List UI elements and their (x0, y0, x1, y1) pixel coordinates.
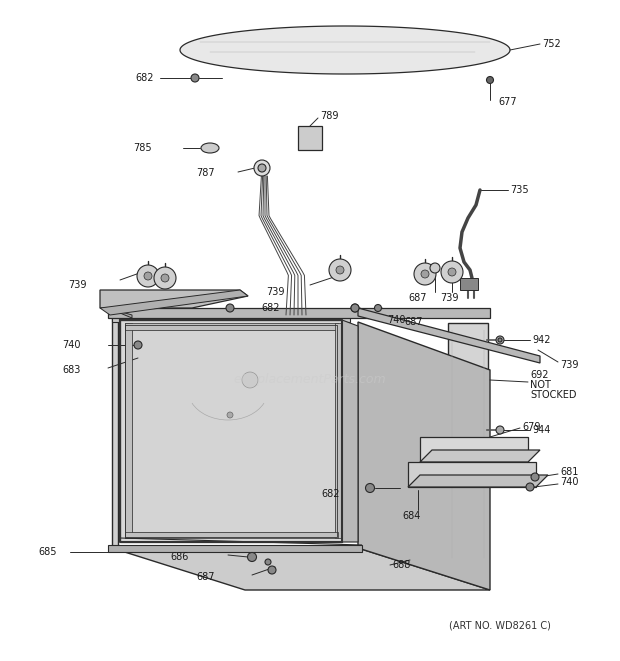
Text: 740: 740 (560, 477, 578, 487)
Text: 681: 681 (560, 467, 578, 477)
Circle shape (496, 426, 504, 434)
Circle shape (134, 341, 142, 349)
Circle shape (191, 74, 199, 82)
Text: 739: 739 (266, 287, 284, 297)
Polygon shape (420, 437, 528, 462)
Text: 739: 739 (68, 280, 87, 290)
Polygon shape (342, 320, 358, 542)
Polygon shape (125, 323, 338, 330)
Circle shape (414, 263, 436, 285)
Circle shape (487, 77, 494, 83)
Polygon shape (125, 323, 132, 538)
Circle shape (161, 274, 169, 282)
Circle shape (247, 553, 257, 561)
Circle shape (496, 336, 504, 344)
Polygon shape (132, 330, 335, 532)
Text: 688: 688 (392, 560, 410, 570)
Text: 684: 684 (403, 511, 421, 521)
Text: 677: 677 (498, 97, 516, 107)
Circle shape (329, 259, 351, 281)
Text: 739: 739 (440, 293, 459, 303)
Circle shape (351, 304, 359, 312)
Polygon shape (408, 475, 548, 487)
Text: eReplacementParts.com: eReplacementParts.com (234, 373, 386, 387)
Circle shape (526, 483, 534, 491)
Polygon shape (100, 290, 248, 308)
Circle shape (254, 160, 270, 176)
Text: NOT: NOT (530, 380, 551, 390)
Circle shape (366, 483, 374, 492)
Text: STOCKED: STOCKED (530, 390, 577, 400)
Text: 682: 682 (322, 489, 340, 499)
Polygon shape (112, 548, 490, 590)
Text: (ART NO. WD8261 C): (ART NO. WD8261 C) (449, 620, 551, 630)
Text: 686: 686 (170, 552, 188, 562)
Text: 679: 679 (522, 422, 541, 432)
Polygon shape (120, 320, 342, 542)
Circle shape (430, 263, 440, 273)
Polygon shape (335, 323, 342, 538)
Text: 942: 942 (532, 335, 551, 345)
Circle shape (227, 412, 233, 418)
Circle shape (154, 267, 176, 289)
Text: 789: 789 (320, 111, 339, 121)
Polygon shape (108, 308, 132, 318)
Polygon shape (100, 290, 248, 315)
Polygon shape (120, 538, 362, 545)
Circle shape (137, 265, 159, 287)
Ellipse shape (201, 143, 219, 153)
Circle shape (258, 164, 266, 172)
Text: 687: 687 (404, 317, 422, 327)
Polygon shape (125, 532, 338, 538)
Text: 685: 685 (38, 547, 56, 557)
Polygon shape (112, 318, 118, 548)
Text: 740: 740 (62, 340, 81, 350)
Polygon shape (358, 322, 490, 590)
Polygon shape (448, 323, 488, 565)
Polygon shape (358, 308, 540, 363)
Circle shape (144, 272, 152, 280)
Text: 752: 752 (542, 39, 560, 49)
Circle shape (531, 473, 539, 481)
Text: 739: 739 (560, 360, 578, 370)
Circle shape (336, 266, 344, 274)
Circle shape (268, 566, 276, 574)
Text: 692: 692 (530, 370, 549, 380)
Circle shape (441, 261, 463, 283)
Circle shape (226, 304, 234, 312)
Text: 683: 683 (62, 365, 81, 375)
Text: 687: 687 (409, 293, 427, 303)
Text: 682: 682 (135, 73, 154, 83)
Text: 785: 785 (133, 143, 152, 153)
Circle shape (498, 338, 502, 342)
Polygon shape (108, 545, 362, 552)
Polygon shape (420, 450, 540, 462)
Text: 687: 687 (196, 572, 215, 582)
Circle shape (421, 270, 429, 278)
Circle shape (351, 304, 359, 312)
Bar (460, 278, 478, 290)
Polygon shape (108, 308, 490, 318)
Circle shape (374, 305, 381, 311)
Polygon shape (408, 462, 536, 487)
Circle shape (265, 559, 271, 565)
Text: 944: 944 (532, 425, 551, 435)
Text: 682: 682 (261, 303, 280, 313)
Circle shape (242, 372, 258, 388)
Polygon shape (180, 26, 510, 74)
Text: 787: 787 (196, 168, 215, 178)
Text: 735: 735 (510, 185, 529, 195)
Circle shape (448, 268, 456, 276)
Bar (298, 126, 322, 150)
Text: 740: 740 (387, 315, 405, 325)
Polygon shape (112, 315, 350, 322)
